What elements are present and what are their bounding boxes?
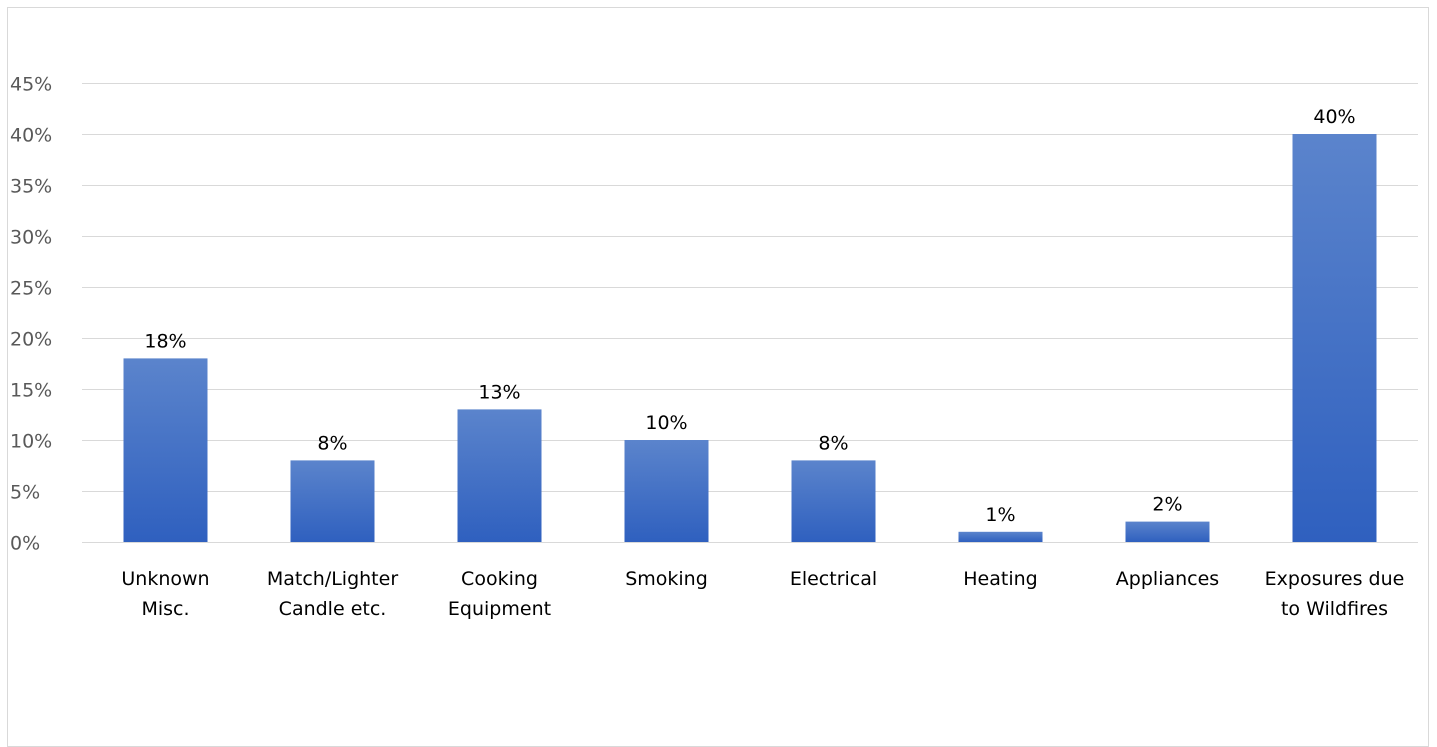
x-category-label-line: Electrical [790,568,877,590]
y-tick-label: 40% [10,125,52,147]
y-tick-label: 15% [10,380,52,402]
bars [123,134,1377,542]
bar [1125,521,1210,542]
x-category-label: Heating [963,568,1037,590]
data-label: 18% [144,330,186,352]
x-category-label-line: Match/Lighter [267,568,398,590]
y-tick-label: 10% [10,431,52,453]
x-category-label: Appliances [1116,568,1219,590]
x-category-label-line: Candle etc. [279,598,387,620]
x-category-label: Exposures due to Wildfires [1265,568,1405,620]
data-label: 10% [645,412,687,434]
x-category-label: Smoking [625,568,708,590]
y-tick-label: 25% [10,278,52,300]
x-category-label-line: to Wildfires [1281,598,1388,620]
x-category-label-line: Heating [963,568,1037,590]
bar [1292,134,1377,542]
data-labels: 18% 8% 13% 10% 8% 1% 2% 40% [144,106,1355,526]
x-category-label: Unknown Misc. [121,568,209,620]
data-label: 40% [1313,106,1355,128]
x-category-label: Match/Lighter Candle etc. [267,568,398,620]
data-label: 1% [985,504,1015,526]
y-axis-tick-labels: 0% 5% 10% 15% 20% 25% 30% 35% 40% 45% [10,74,52,555]
bar [791,460,876,542]
data-label: 13% [478,381,520,403]
y-tick-label: 5% [10,482,40,504]
bar [457,409,542,542]
y-tick-label: 35% [10,176,52,198]
y-tick-label: 45% [10,74,52,96]
chart-area [7,7,1429,747]
data-label: 8% [818,432,848,454]
x-category-label-line: Appliances [1116,568,1219,590]
gridlines [82,83,1418,543]
bar [958,531,1043,542]
y-tick-label: 30% [10,227,52,249]
bar [624,440,709,542]
bar [290,460,375,542]
data-label: 8% [317,432,347,454]
data-label: 2% [1152,494,1182,516]
y-tick-label: 0% [10,533,40,555]
bar [123,358,208,542]
x-category-label: Electrical [790,568,877,590]
x-axis-category-labels: Unknown Misc. Match/Lighter Candle etc. Cook… [121,568,1404,620]
x-category-label: Cooking Equipment [448,568,551,620]
y-tick-label: 20% [10,329,52,351]
x-category-label-line: Misc. [141,598,189,620]
x-category-label-line: Unknown [121,568,209,590]
x-category-label-line: Cooking [461,568,538,590]
x-category-label-line: Equipment [448,598,551,620]
x-category-label-line: Exposures due [1265,568,1405,590]
x-category-label-line: Smoking [625,568,708,590]
